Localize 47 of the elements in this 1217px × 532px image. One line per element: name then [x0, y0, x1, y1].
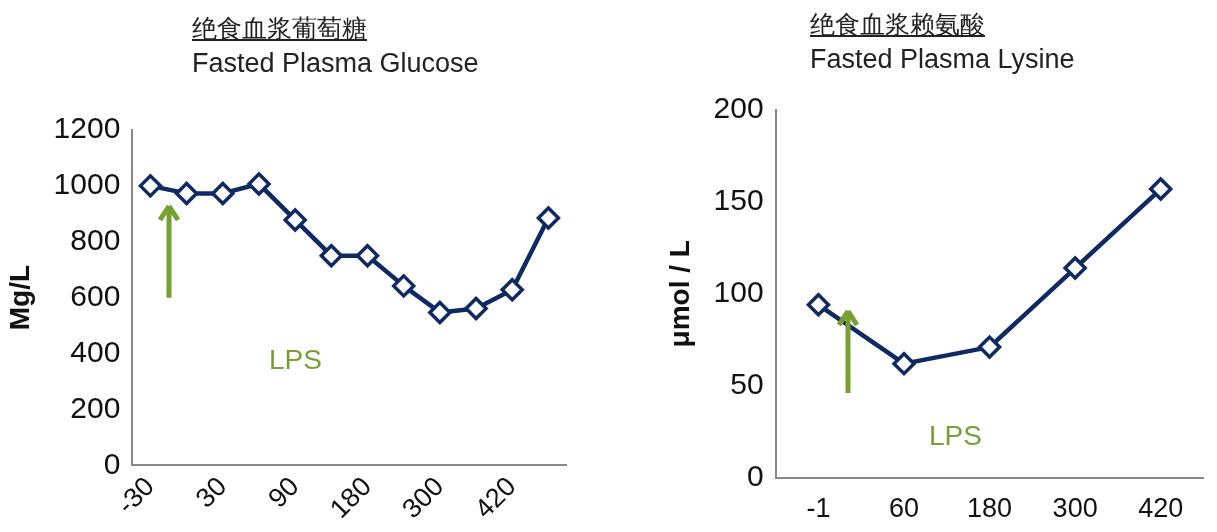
y-tick-label: 0 [103, 446, 121, 480]
point [806, 293, 831, 317]
y-tick-label: 400 [70, 334, 121, 368]
y-tick-label: 800 [70, 223, 121, 257]
x-tick-label: 300 [1052, 493, 1098, 524]
x-tick-label: 180 [967, 493, 1013, 524]
point [355, 243, 380, 268]
point [536, 206, 561, 230]
chart-title: 绝食血浆赖氨酸 [810, 9, 986, 41]
point [211, 181, 235, 206]
y-tick-label: 200 [70, 390, 121, 424]
y-tick-label: 50 [730, 366, 764, 400]
point [464, 296, 488, 321]
x-tick-label: 420 [468, 470, 522, 525]
x-tick-label: 90 [262, 470, 305, 514]
point [977, 335, 1002, 359]
chart-subtitle: Fasted Plasma Glucose [192, 47, 479, 80]
y-tick-label: 1200 [53, 111, 121, 145]
point [283, 208, 307, 232]
y-axis-title: μmol / L [663, 240, 695, 348]
y-tick-label: 100 [713, 275, 764, 309]
y-tick-label: 200 [713, 91, 764, 125]
point [500, 278, 524, 302]
x-tick-label: -1 [806, 493, 831, 524]
annotation: LPS [268, 344, 322, 376]
chart-title: 绝食血浆葡萄糖 [192, 13, 368, 45]
point [391, 274, 416, 298]
x-tick-label: 30 [189, 470, 233, 514]
point [892, 351, 916, 376]
point [138, 174, 163, 198]
y-axis-title: Mg/L [3, 264, 35, 331]
y-tick-label: 1000 [53, 167, 121, 201]
x-tick-label: 420 [1138, 493, 1184, 524]
point [1148, 177, 1173, 201]
point [247, 172, 271, 196]
x-tick-label: 60 [888, 493, 920, 524]
y-tick-label: 150 [713, 183, 764, 217]
point [174, 181, 199, 206]
y-tick-label: 0 [746, 458, 764, 492]
point [1063, 256, 1087, 280]
point [428, 300, 452, 325]
y-tick-label: 600 [70, 278, 121, 312]
annotation: LPS [929, 419, 982, 451]
x-tick-label: 180 [323, 470, 378, 525]
chart-subtitle: Fasted Plasma Lysine [810, 43, 1075, 76]
point [319, 243, 344, 268]
x-tick-label: 300 [396, 470, 450, 525]
